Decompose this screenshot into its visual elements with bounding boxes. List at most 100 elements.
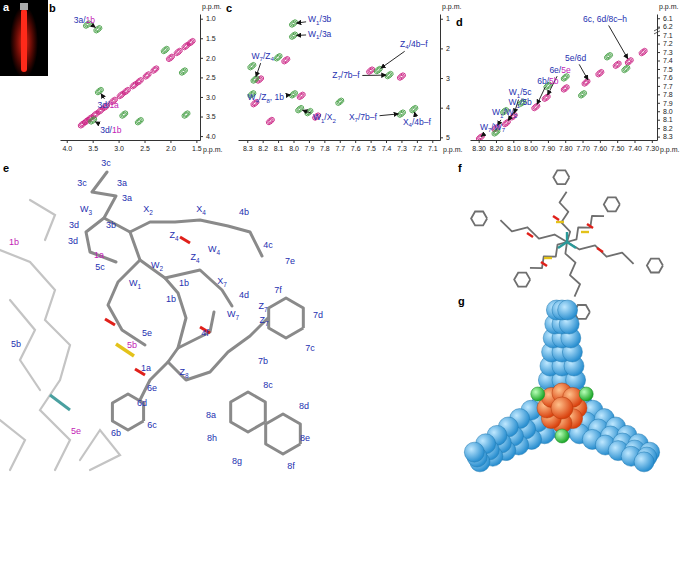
peak-contour (338, 100, 342, 104)
atom-label: 5e (71, 426, 81, 436)
atom-sphere (551, 397, 573, 419)
text-part: 3d (69, 220, 79, 230)
axis-line (61, 140, 201, 141)
peak-contour (534, 105, 538, 109)
text-part: 5e (71, 426, 81, 436)
axis: 4.03.53.02.52.01.5 (61, 140, 202, 152)
peak-contour (268, 119, 272, 123)
text-part: 1b (179, 278, 189, 288)
tick-label: 7.50 (611, 145, 625, 152)
text-part: 3c (101, 158, 111, 168)
axis-break (654, 28, 660, 31)
sulfonyl-bond (544, 257, 552, 259)
text-part: 8h (207, 433, 217, 443)
text-part: 3c (77, 178, 87, 188)
atom-label: 3a (122, 193, 132, 203)
text-part: 5c (95, 262, 105, 272)
text-part: W (251, 51, 259, 61)
background-bond (30, 200, 55, 240)
tick-label: 1.5 (192, 145, 202, 152)
peak-contour (615, 63, 619, 67)
tick-mark (200, 117, 203, 118)
peak-contour (605, 53, 612, 60)
tick: 7.2 (413, 140, 423, 152)
text-part: 1b (166, 294, 176, 304)
peak-contour (91, 119, 95, 123)
peak-contour (284, 58, 288, 62)
subscript: 4 (175, 235, 179, 242)
peak-contour (399, 112, 403, 116)
atom-label: W4 (208, 244, 221, 256)
annotation-label: Z4/4b–f (400, 39, 428, 50)
tick: 1.0 (200, 15, 216, 22)
text-part: W (308, 14, 316, 24)
text-part: 1b (9, 237, 19, 247)
tick-label: 1.0 (206, 15, 216, 22)
figure: 4.03.53.02.52.01.51.01.52.02.53.03.54.0p… (0, 0, 685, 567)
tick-label: 2.5 (140, 145, 150, 152)
text-part: 5b (549, 76, 559, 86)
peak-contour (385, 72, 392, 79)
tick: 7.8 (657, 91, 673, 98)
peak-contour (93, 24, 104, 34)
tick-mark (324, 140, 325, 143)
tick-mark (200, 38, 203, 39)
tick: 3.5 (200, 113, 216, 120)
oxygen-bond (527, 233, 533, 237)
annotation-label: Z7/7b–f (332, 70, 360, 81)
peak-contour (614, 61, 621, 68)
peak-contour (606, 54, 610, 58)
y-axis-title: p.p.m. (202, 3, 222, 11)
text-part: /3a (320, 29, 332, 39)
bond (567, 216, 604, 242)
tick: 1.5 (200, 35, 216, 42)
tick-label: 7.70 (576, 145, 590, 152)
atom-label: 1b (166, 294, 176, 304)
atom-label: 8e (300, 433, 310, 443)
tick-label: 7.2 (413, 145, 423, 152)
peak-contour (145, 74, 149, 78)
peak-contour (376, 68, 380, 72)
peak-contour (638, 47, 649, 57)
panel-label: e (3, 162, 9, 174)
tick: 7.5 (657, 66, 673, 73)
tick-mark (657, 35, 660, 36)
peak-contour (627, 59, 631, 63)
tick-label: 8.2 (663, 125, 673, 132)
tick-mark (657, 52, 660, 53)
peak-contour (163, 48, 167, 52)
peak-contour (477, 134, 484, 140)
peak-contour (162, 47, 169, 54)
tick: 7.6 (657, 74, 673, 81)
peak-contour (134, 116, 145, 126)
atom-label: 5b (11, 339, 21, 349)
subscript: 8 (185, 372, 189, 379)
metal-bond (558, 242, 567, 248)
tick-label: 7.7 (335, 145, 345, 152)
tick: 8.0 (657, 108, 673, 115)
tick-mark (340, 140, 341, 143)
tick-label: 7.80 (559, 145, 573, 152)
text-part: 1a (94, 250, 104, 260)
tick-mark (247, 140, 248, 143)
panel-label: b (49, 2, 56, 14)
panel-label: g (458, 295, 465, 307)
peak-contour (291, 92, 295, 96)
panel-label: f (458, 162, 462, 174)
arrow (101, 94, 104, 99)
tick-mark (565, 140, 566, 143)
text-part: 3a (117, 178, 127, 188)
atom-label: 7e (285, 256, 295, 266)
peak-contour (530, 102, 541, 112)
atom-sphere (634, 452, 654, 472)
tick-label: 8.3 (663, 133, 673, 140)
text-part: /7b–f (358, 112, 378, 122)
peak-contour (291, 34, 295, 38)
tick-label: 7.6 (663, 74, 673, 81)
text-part: W (492, 107, 500, 117)
peak-contour (579, 91, 586, 98)
tick-label: 7.60 (594, 145, 608, 152)
peak-contour (124, 89, 128, 93)
tick-mark (93, 140, 94, 143)
peak-contour (150, 65, 161, 75)
